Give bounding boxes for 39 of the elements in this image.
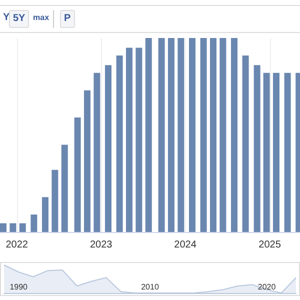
x-tick-label: 2025 (258, 240, 282, 250)
bar (126, 48, 132, 232)
x-tick-label: 1990 (10, 282, 28, 292)
bar (52, 170, 58, 232)
bar (19, 223, 26, 232)
x-tick-label: 2020 (258, 282, 276, 292)
bar (84, 90, 90, 232)
bar (254, 65, 260, 232)
bar (10, 223, 16, 232)
bar (188, 38, 196, 232)
bar (178, 38, 184, 232)
bar (158, 38, 165, 232)
text: Y (2, 11, 11, 25)
bar (210, 38, 216, 232)
x-tick-label: 2022 (6, 240, 28, 250)
bar (104, 65, 112, 232)
bar (94, 72, 100, 232)
bar (168, 38, 174, 232)
bar (61, 144, 68, 232)
bar (242, 55, 249, 232)
bar (200, 38, 207, 232)
bar (116, 55, 123, 232)
bar (145, 38, 152, 232)
x-tick-label: 2023 (90, 240, 113, 250)
bar (220, 38, 226, 232)
bar (0, 223, 6, 232)
bar (30, 214, 38, 232)
bar (284, 72, 291, 232)
x-tick-label: 2010 (141, 282, 160, 292)
bar (230, 38, 238, 232)
x-tick-label: 2024 (174, 240, 197, 250)
bar (42, 197, 48, 232)
text: 5Y (9, 10, 30, 28)
bar (263, 72, 270, 232)
bar (136, 48, 142, 232)
text: max (32, 12, 50, 24)
text: P (60, 10, 75, 28)
bar (74, 118, 81, 232)
bar (272, 72, 280, 232)
